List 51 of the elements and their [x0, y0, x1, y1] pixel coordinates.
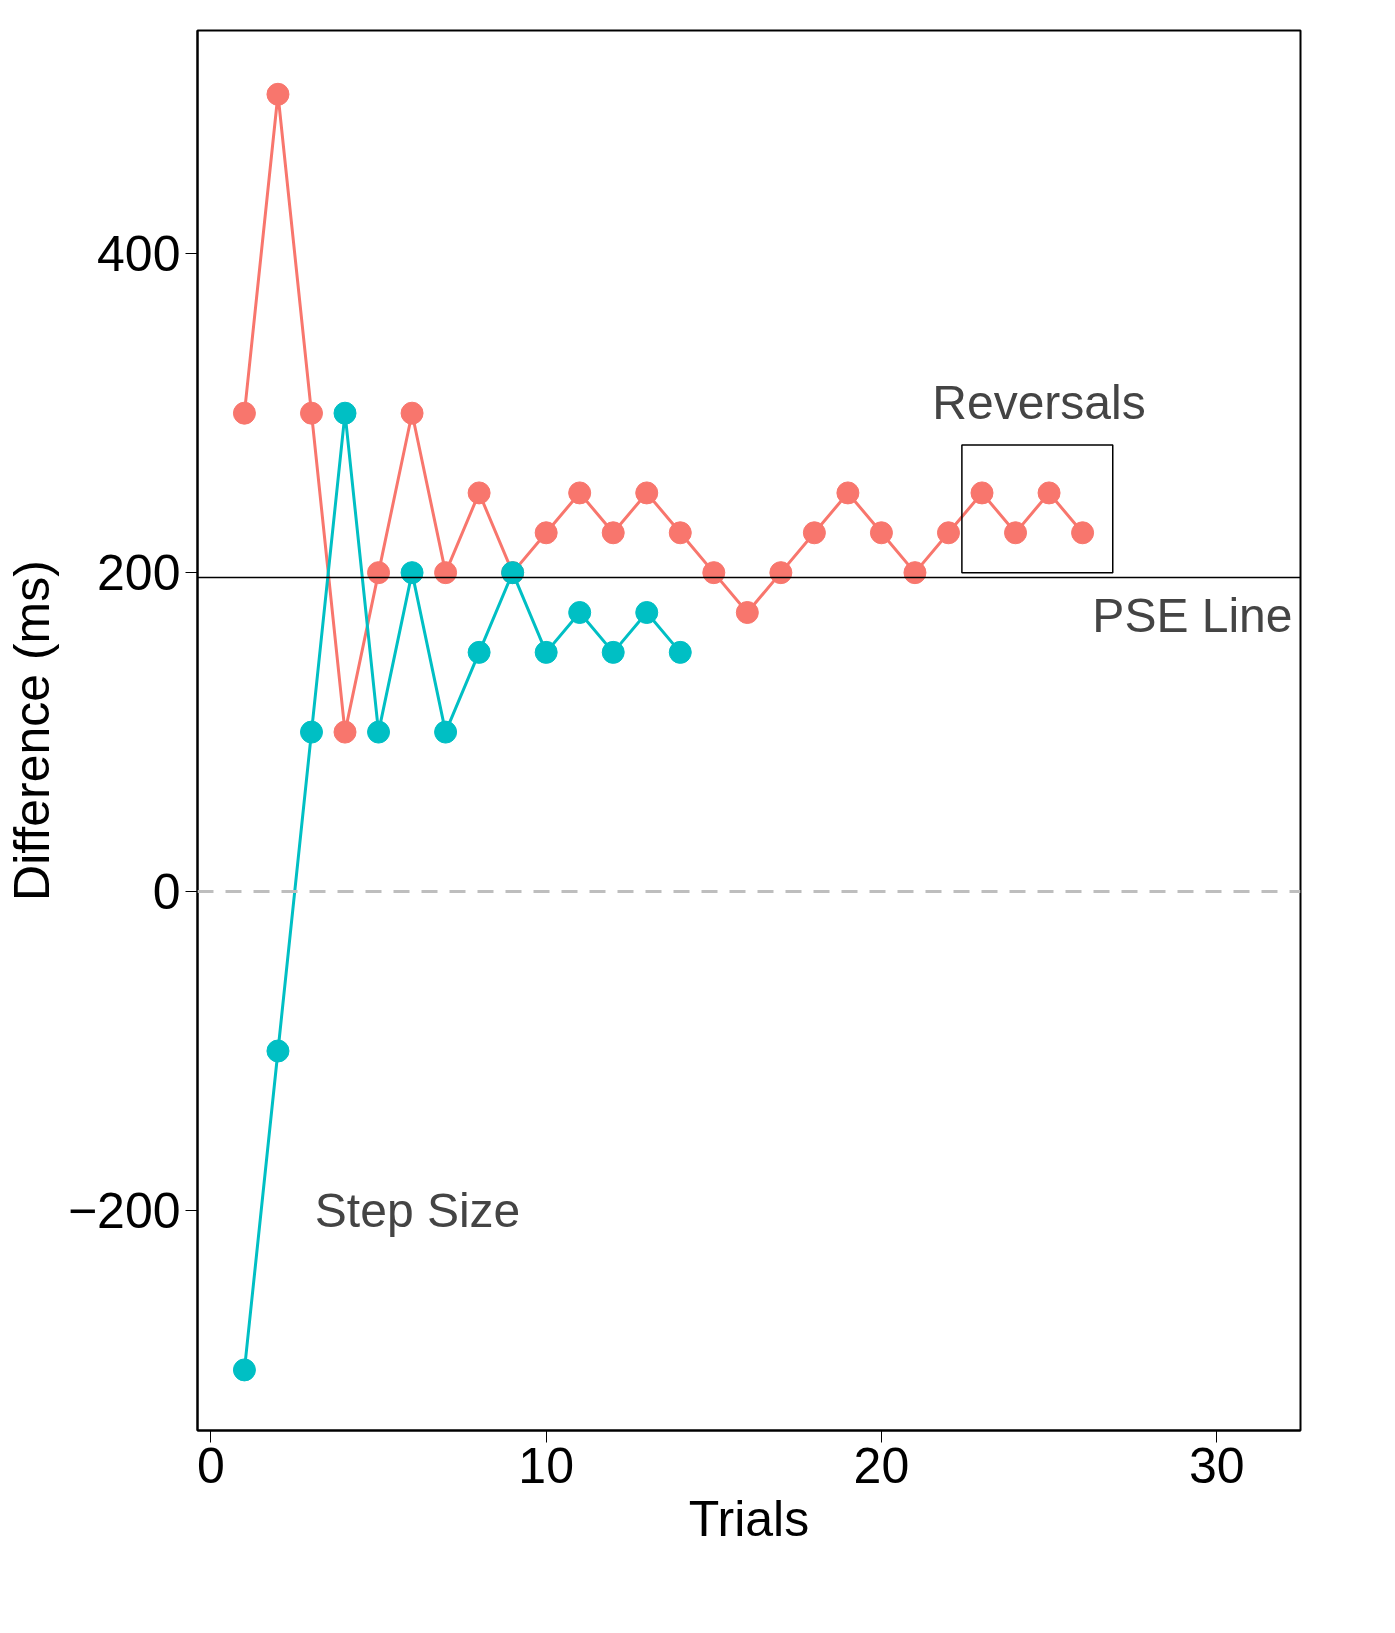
point	[232, 1358, 256, 1382]
point	[467, 481, 491, 505]
point	[400, 561, 424, 585]
x-tick-label: 20	[853, 1437, 910, 1494]
annotation: Reversals	[932, 376, 1146, 430]
point	[769, 561, 793, 585]
point	[299, 401, 323, 425]
point	[702, 561, 726, 585]
point	[367, 720, 391, 744]
point	[400, 401, 424, 425]
point	[232, 401, 256, 425]
point	[1004, 521, 1028, 545]
point	[568, 481, 592, 505]
point	[568, 601, 592, 624]
annotation: Step Size	[314, 1183, 521, 1237]
point	[635, 601, 659, 624]
point	[1071, 521, 1095, 545]
point	[434, 720, 458, 744]
point	[601, 521, 625, 545]
point	[266, 82, 290, 106]
point	[534, 521, 558, 545]
point	[903, 561, 927, 585]
point	[434, 561, 458, 585]
point	[635, 481, 659, 505]
point	[299, 720, 323, 744]
point	[601, 640, 625, 664]
y-axis-title: Difference (ms)	[3, 560, 60, 901]
x-tick-label: 30	[1188, 1437, 1245, 1494]
point	[936, 521, 960, 545]
point	[467, 640, 491, 664]
x-axis-title: Trials	[688, 1490, 810, 1547]
point	[735, 601, 759, 624]
y-tick-label: 400	[97, 226, 181, 283]
y-tick-label: −200	[67, 1182, 181, 1239]
y-tick-label: 200	[97, 545, 181, 602]
point	[802, 521, 826, 545]
point	[668, 521, 692, 545]
point	[367, 561, 391, 585]
point	[1037, 481, 1061, 505]
point	[333, 720, 357, 744]
ref-line-label: PSE Line	[1092, 589, 1293, 643]
x-tick-label: 10	[518, 1437, 574, 1494]
x-tick-label: 0	[197, 1437, 225, 1494]
point	[266, 1039, 290, 1063]
point	[333, 401, 357, 425]
y-tick-label: 0	[152, 864, 181, 921]
point	[534, 640, 558, 664]
point	[668, 640, 692, 664]
point	[970, 481, 994, 505]
point	[836, 481, 860, 505]
point	[869, 521, 893, 545]
